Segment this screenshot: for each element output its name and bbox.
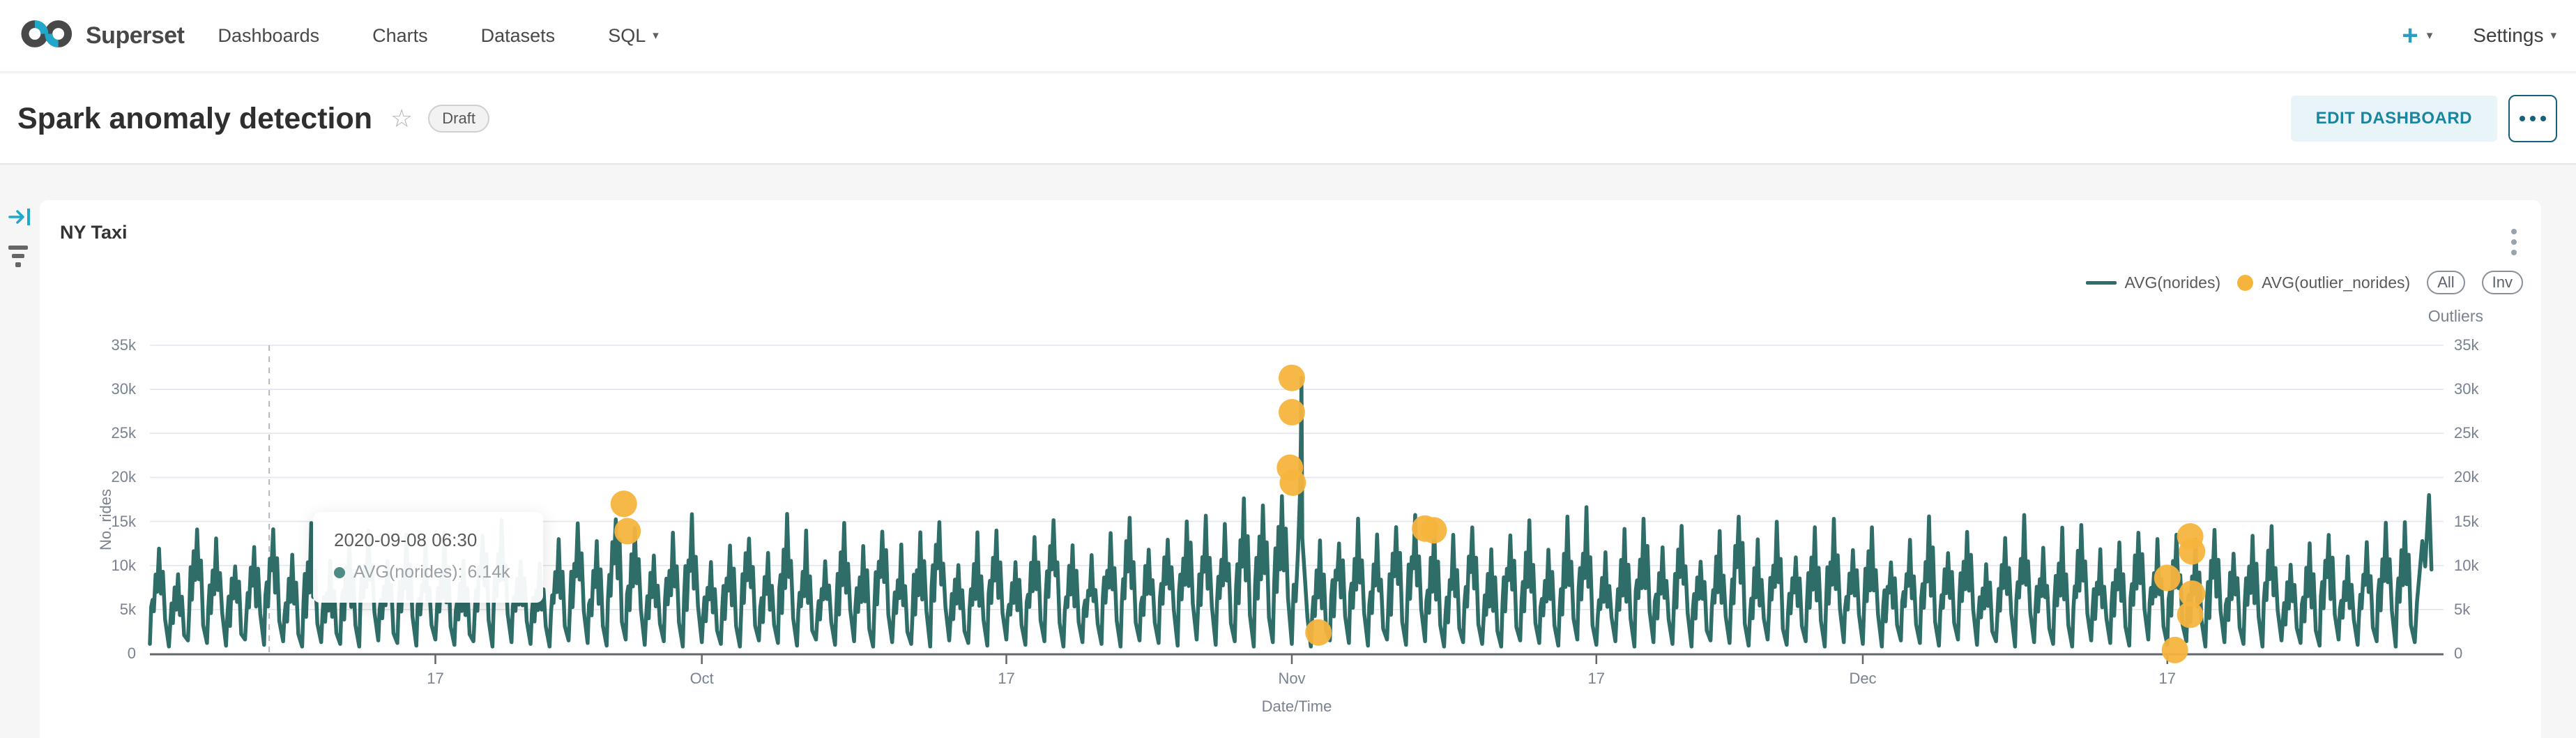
- right-axis-title: Outliers: [2428, 307, 2483, 325]
- kebab-dots-icon: [2511, 229, 2517, 234]
- settings-label: Settings: [2473, 24, 2544, 46]
- line-series-swatch: [2085, 280, 2117, 285]
- outlier-point[interactable]: [2179, 580, 2206, 608]
- nav-item-sql-label: SQL: [608, 24, 646, 46]
- outlier-point[interactable]: [1279, 469, 1306, 496]
- chart-title: NY Taxi: [60, 222, 128, 243]
- nav-item-sql[interactable]: SQL ▾: [608, 25, 659, 47]
- legend-inv-button[interactable]: Inv: [2481, 271, 2523, 294]
- brand-name: Superset: [86, 22, 185, 49]
- chart-tooltip: 2020-09-08 06:30 AVG(norides): 6.14k: [313, 512, 543, 603]
- norides-line-series: [148, 375, 2434, 649]
- chart-kebab-menu[interactable]: [2507, 225, 2521, 259]
- superset-infinity-icon: [17, 17, 79, 54]
- page-title: Spark anomaly detection: [17, 101, 372, 135]
- outlier-point[interactable]: [1279, 364, 1305, 391]
- superset-logo[interactable]: Superset: [17, 17, 185, 54]
- nav-item-datasets[interactable]: Datasets: [480, 24, 556, 46]
- favorite-star-icon[interactable]: ☆: [390, 104, 413, 133]
- nav-right: + ▾ Settings ▾: [2402, 22, 2556, 50]
- more-options-button[interactable]: [2508, 95, 2557, 142]
- header-actions: EDIT DASHBOARD: [2290, 95, 2557, 142]
- chevron-down-icon: ▾: [2426, 29, 2433, 42]
- outlier-point[interactable]: [614, 518, 641, 545]
- top-navbar: Superset Dashboards Charts Datasets SQL …: [0, 0, 2576, 73]
- nav-item-dashboards[interactable]: Dashboards: [218, 24, 320, 46]
- legend-label: AVG(norides): [2124, 273, 2221, 292]
- arrow-right-to-bar-icon: [8, 209, 30, 225]
- outlier-point[interactable]: [1420, 517, 1447, 544]
- outlier-series-swatch: [2237, 274, 2254, 291]
- tooltip-datetime: 2020-09-08 06:30: [334, 529, 478, 550]
- draft-status-badge: Draft: [428, 105, 489, 133]
- tooltip-series-marker: [334, 566, 345, 578]
- legend-label: AVG(outlier_norides): [2262, 273, 2411, 292]
- settings-menu[interactable]: Settings ▾: [2473, 24, 2556, 47]
- tooltip-value: AVG(norides): 6.14k: [353, 562, 510, 582]
- ellipsis-icon: [2520, 116, 2525, 121]
- expand-filter-bar-button[interactable]: [8, 206, 33, 231]
- outlier-point[interactable]: [1305, 619, 1332, 646]
- outlier-point[interactable]: [2161, 636, 2188, 663]
- plus-icon: +: [2402, 20, 2418, 51]
- nav-links: Dashboards Charts Datasets SQL ▾: [218, 25, 659, 47]
- outlier-point[interactable]: [2179, 538, 2206, 565]
- nav-item-charts[interactable]: Charts: [372, 24, 428, 46]
- legend-all-button[interactable]: All: [2427, 271, 2465, 294]
- legend-item-norides[interactable]: AVG(norides): [2085, 273, 2221, 292]
- outlier-point[interactable]: [610, 490, 637, 518]
- chevron-down-icon: ▾: [2550, 29, 2556, 42]
- outlier-point[interactable]: [2177, 601, 2204, 628]
- filter-icon[interactable]: [8, 246, 28, 267]
- chart-legend: AVG(norides) AVG(outlier_norides) All In…: [2085, 271, 2523, 294]
- outlier-point[interactable]: [2154, 564, 2181, 592]
- chevron-down-icon: ▾: [653, 29, 659, 42]
- outlier-point[interactable]: [1279, 399, 1305, 426]
- edit-dashboard-button[interactable]: EDIT DASHBOARD: [2290, 96, 2497, 142]
- legend-item-outlier-norides[interactable]: AVG(outlier_norides): [2237, 273, 2410, 292]
- new-item-button[interactable]: + ▾: [2402, 22, 2432, 50]
- dashboard-header: Spark anomaly detection ☆ Draft EDIT DAS…: [0, 74, 2576, 165]
